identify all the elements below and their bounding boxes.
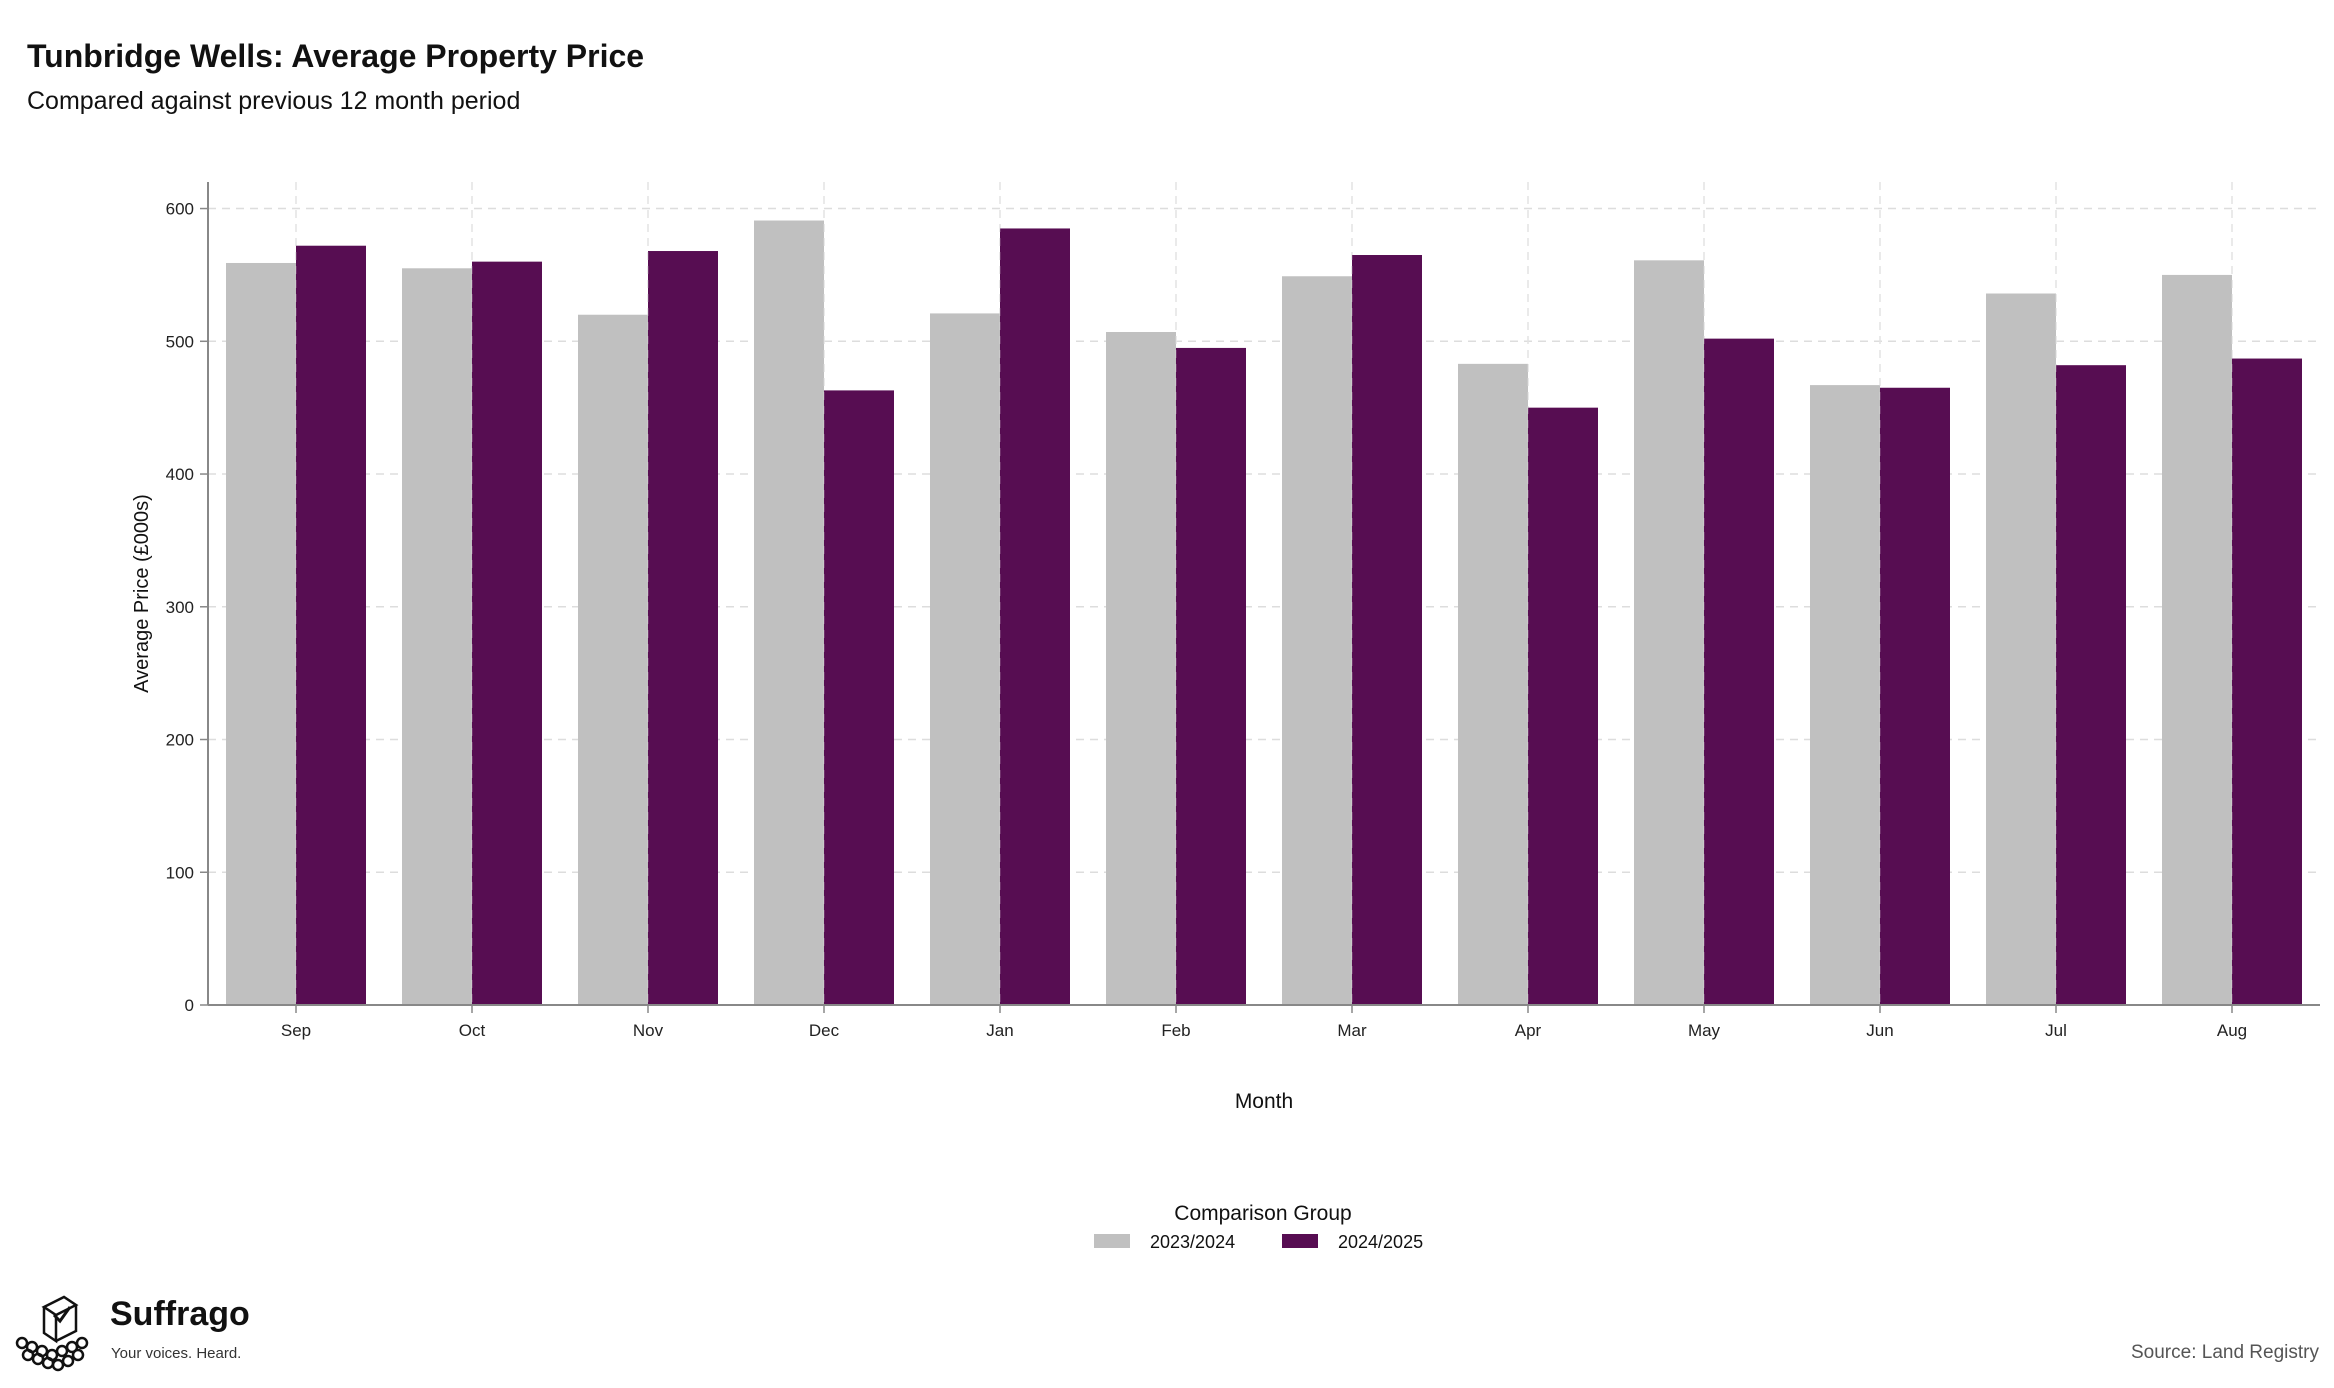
y-tick-label: 0 — [185, 996, 194, 1015]
y-tick-label: 600 — [166, 200, 194, 219]
x-axis-label: Month — [1235, 1090, 1293, 1113]
bar-jan-series-b — [1000, 228, 1070, 1006]
bar-apr-series-b — [1528, 407, 1598, 1006]
y-axis-label: Average Price (£000s) — [131, 494, 153, 693]
bar-jan-series-a — [930, 313, 1000, 1005]
x-tick-label: Sep — [281, 1021, 311, 1040]
brand-name: Suffrago — [110, 1295, 250, 1333]
legend-swatch-series-b — [1282, 1234, 1318, 1248]
x-tick-label: Jul — [2045, 1021, 2067, 1040]
bar-may-series-a — [1634, 260, 1704, 1005]
bar-apr-series-a — [1458, 363, 1528, 1005]
x-tick-label: Oct — [459, 1021, 486, 1040]
ballot-box-crowd-icon — [15, 1295, 89, 1372]
x-tick-label: Mar — [1337, 1021, 1367, 1040]
bar-oct-series-a — [402, 268, 472, 1006]
x-tick-label: Jan — [986, 1021, 1013, 1040]
bar-may-series-b — [1704, 338, 1774, 1005]
bar-dec-series-a — [754, 220, 824, 1005]
bar-feb-series-b — [1176, 347, 1246, 1005]
bar-sep-series-a — [226, 262, 296, 1005]
bar-mar-series-b — [1352, 255, 1422, 1006]
x-tick-label: May — [1688, 1021, 1721, 1040]
legend-title: Comparison Group — [1174, 1202, 1351, 1225]
bar-aug-series-a — [2162, 274, 2232, 1006]
chart-subtitle: Compared against previous 12 month perio… — [27, 87, 521, 115]
legend-swatch-series-a — [1094, 1234, 1130, 1248]
y-tick-label: 100 — [166, 863, 194, 882]
y-tick-label: 500 — [166, 332, 194, 351]
bar-jun-series-b — [1880, 387, 1950, 1005]
x-tick-label: Aug — [2217, 1021, 2247, 1040]
brand-tagline: Your voices. Heard. — [111, 1345, 242, 1362]
bar-jun-series-a — [1810, 385, 1880, 1005]
x-tick-label: Jun — [1866, 1021, 1893, 1040]
source-note: Source: Land Registry — [2131, 1342, 2319, 1363]
bar-oct-series-b — [472, 261, 542, 1006]
legend-label-series-b: 2024/2025 — [1338, 1232, 1423, 1252]
x-tick-label: Apr — [1515, 1021, 1542, 1040]
bar-sep-series-b — [296, 245, 366, 1005]
chart-title: Tunbridge Wells: Average Property Price — [27, 38, 645, 74]
bar-chart: 0 100 200 300 400 500 600 Sep Oct Nov Dec Jan Feb Mar… — [131, 182, 2320, 1252]
bar-aug-series-b — [2232, 358, 2302, 1006]
axes: 0 100 200 300 400 500 600 Sep Oct Nov Dec Jan Feb Mar… — [131, 182, 2320, 1113]
y-tick-label: 400 — [166, 465, 194, 484]
bar-nov-series-a — [578, 314, 648, 1005]
bar-mar-series-a — [1282, 276, 1352, 1005]
legend: Comparison Group 2023/2024 2024/2025 — [1094, 1202, 1423, 1252]
bar-jul-series-b — [2056, 365, 2126, 1006]
bar-dec-series-b — [824, 390, 894, 1005]
y-tick-label: 200 — [166, 731, 194, 750]
bar-feb-series-a — [1106, 331, 1176, 1005]
bar-jul-series-a — [1986, 293, 2056, 1005]
bars — [226, 182, 2302, 1006]
legend-label-series-a: 2023/2024 — [1150, 1232, 1235, 1252]
x-tick-label: Feb — [1161, 1021, 1190, 1040]
bar-nov-series-b — [648, 251, 718, 1005]
y-tick-label: 300 — [166, 598, 194, 617]
x-tick-label: Nov — [633, 1021, 664, 1040]
brand-logo: Suffrago Your voices. Heard. — [14, 1293, 274, 1373]
x-tick-label: Dec — [809, 1021, 840, 1040]
